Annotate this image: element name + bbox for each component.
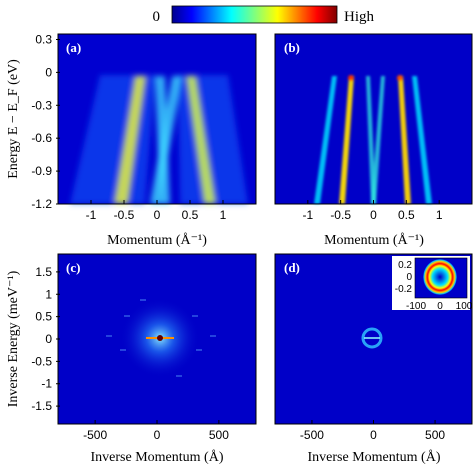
panel-b-band-2 bbox=[339, 76, 354, 204]
x-tick-label: -1 bbox=[302, 208, 313, 222]
y-tick-label: -1 bbox=[41, 377, 52, 391]
panel-d-inset: 0.20-0.2 -100 0 100 bbox=[392, 256, 473, 312]
inset-x-tick-label: 0 bbox=[437, 301, 443, 312]
inset-y-tick-label: -0.2 bbox=[395, 284, 413, 295]
panel-c-y-ticks: 1.5 1 0.5 0 -0.5 -1 -1.5 bbox=[31, 265, 60, 413]
x-tick-label: 0.5 bbox=[398, 208, 415, 222]
x-tick-label: -0.5 bbox=[330, 208, 351, 222]
x-tick-label: 0 bbox=[154, 208, 161, 222]
y-tick-label: 0 bbox=[45, 65, 52, 79]
x-tick-label: -0.5 bbox=[114, 208, 135, 222]
panel-a-y-ticks: 0.3 0 -0.3 -0.6 -0.9 -1.2 bbox=[31, 32, 60, 211]
x-tick-label: 500 bbox=[425, 428, 445, 442]
panel-a: (a) -1 -0.5 0 0.5 1 0.3 0 -0.3 -0.6 -0.9 -1.2 Mom… bbox=[6, 32, 257, 248]
y-tick-label: -0.3 bbox=[31, 98, 52, 112]
y-tick-label: 0.3 bbox=[35, 32, 52, 46]
y-tick-label: 0 bbox=[45, 332, 52, 346]
panel-a-x-ticks: -1 -0.5 0 0.5 1 bbox=[86, 200, 227, 222]
panel-c-x-axis-label: Inverse Momentum (Å) bbox=[91, 449, 224, 465]
y-tick-label: -0.9 bbox=[31, 164, 52, 178]
panel-a-y-axis-label: Energy E − E_F (eV) bbox=[6, 59, 21, 179]
panel-d-inset-x-ticks: -100 0 100 bbox=[406, 301, 473, 312]
panel-d-inset-ring bbox=[423, 259, 457, 295]
y-tick-label: -0.5 bbox=[31, 354, 52, 368]
y-tick-label: -0.6 bbox=[31, 131, 52, 145]
panel-c: (c) -500 0 500 1.5 1 0.5 0 -0.5 -1 -1.5 Inverse … bbox=[6, 253, 257, 465]
panel-a-bands bbox=[70, 75, 248, 204]
panel-d-central-ring bbox=[361, 327, 383, 349]
x-tick-label: 0 bbox=[370, 428, 377, 442]
x-tick-label: -500 bbox=[300, 428, 324, 442]
panel-b-peak-1 bbox=[348, 75, 354, 81]
panel-b-label: (b) bbox=[284, 40, 300, 55]
colorbar-high-label: High bbox=[344, 9, 375, 25]
panel-d-x-ticks: -500 0 500 bbox=[300, 420, 445, 442]
panel-a-band-outer-left bbox=[114, 76, 146, 204]
panel-b-band-4 bbox=[371, 76, 385, 204]
inset-x-tick-label: -100 bbox=[406, 301, 426, 312]
inset-y-tick-label: 0 bbox=[406, 272, 412, 283]
x-tick-label: -500 bbox=[83, 428, 107, 442]
panel-b-band-5 bbox=[398, 76, 411, 204]
panel-b-band-1 bbox=[314, 76, 337, 204]
x-tick-label: 0 bbox=[370, 208, 377, 222]
inset-y-tick-label: 0.2 bbox=[398, 260, 412, 271]
panel-d-label: (d) bbox=[284, 260, 300, 275]
x-tick-label: 1 bbox=[436, 208, 443, 222]
y-tick-label: -1.5 bbox=[31, 399, 52, 413]
x-tick-label: 1 bbox=[220, 208, 227, 222]
x-tick-label: -1 bbox=[86, 208, 97, 222]
colorbar: 0 High bbox=[153, 5, 375, 25]
panel-b-peak-2 bbox=[397, 75, 403, 81]
panel-c-central-peak bbox=[157, 335, 163, 341]
panel-c-y-axis-label: Inverse Energy (meV⁻¹) bbox=[6, 270, 21, 407]
y-tick-label: 1.5 bbox=[35, 265, 52, 279]
colorbar-low-label: 0 bbox=[153, 9, 161, 25]
y-tick-label: 0.5 bbox=[35, 310, 52, 324]
x-tick-label: 0.5 bbox=[182, 208, 199, 222]
panel-a-x-axis-label: Momentum (Å⁻¹) bbox=[107, 232, 207, 248]
inset-x-tick-label: 100 bbox=[456, 301, 473, 312]
panel-a-band-outer-right bbox=[186, 76, 216, 204]
x-tick-label: 500 bbox=[209, 428, 229, 442]
panel-a-band-inner-right bbox=[150, 76, 182, 204]
panel-b-x-ticks: -1 -0.5 0 0.5 1 bbox=[302, 200, 443, 222]
panel-b-x-axis-label: Momentum (Å⁻¹) bbox=[324, 232, 424, 248]
panel-b: (b) -1 -0.5 0 0.5 1 Momentum (Å⁻¹) bbox=[274, 33, 473, 248]
panel-b-bands bbox=[314, 75, 432, 204]
colorbar-gradient bbox=[171, 5, 338, 24]
x-tick-label: 0 bbox=[154, 428, 161, 442]
panel-c-label: (c) bbox=[66, 260, 80, 275]
panel-a-label: (a) bbox=[66, 40, 81, 55]
y-tick-label: -1.2 bbox=[31, 197, 52, 211]
panel-d: 0.20-0.2 -100 0 100 (d) -500 0 500 Inverse M… bbox=[274, 253, 473, 465]
panel-d-x-axis-label: Inverse Momentum (Å) bbox=[308, 449, 441, 465]
panel-b-band-6 bbox=[412, 76, 432, 204]
panel-c-satellite-spots bbox=[106, 299, 216, 377]
panel-d-inset-y-ticks: 0.20-0.2 bbox=[395, 260, 413, 295]
y-tick-label: 1 bbox=[45, 287, 52, 301]
panel-c-x-ticks: -500 0 500 bbox=[83, 420, 229, 442]
